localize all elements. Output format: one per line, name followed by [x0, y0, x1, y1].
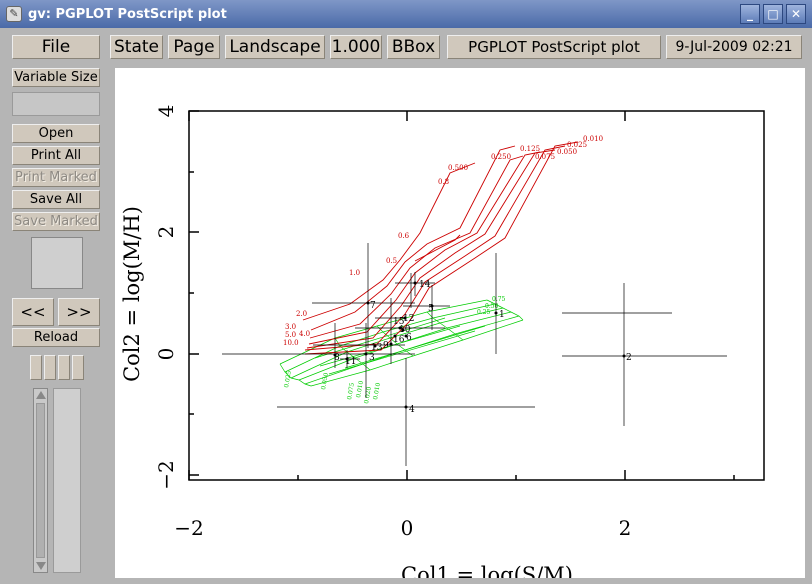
svg-text:0.6: 0.6: [398, 232, 410, 240]
print-all-button[interactable]: Print All: [12, 146, 100, 165]
y-tick-label-2: 2: [154, 226, 178, 239]
file-menu-button[interactable]: File: [12, 35, 100, 59]
page-list-area[interactable]: [53, 388, 81, 573]
svg-text:12: 12: [403, 314, 414, 324]
zoom-menu-button[interactable]: 1.000: [330, 35, 382, 59]
save-marked-button[interactable]: Save Marked: [12, 212, 100, 231]
svg-text:2: 2: [626, 353, 632, 363]
variable-size-button[interactable]: Variable Size: [12, 68, 100, 87]
svg-text:14: 14: [419, 280, 431, 290]
svg-text:2.0: 2.0: [296, 310, 307, 318]
scroll-up-arrow-icon[interactable]: [36, 391, 46, 399]
svg-text:0.050: 0.050: [557, 148, 577, 156]
svg-text:10: 10: [399, 325, 411, 335]
svg-text:0.075: 0.075: [535, 153, 555, 161]
svg-text:11: 11: [345, 357, 356, 367]
pgplot-scatter-plot: −2 0 2 −2 0 2 4 Col1 = log(S/M) Col2 = l…: [120, 105, 765, 584]
svg-text:0.010: 0.010: [583, 135, 603, 143]
plot-frame: [188, 110, 765, 481]
svg-text:13: 13: [371, 343, 383, 353]
svg-text:0.025: 0.025: [567, 141, 587, 149]
svg-text:4.0: 4.0: [299, 330, 310, 338]
point-labels: 1 2 3 4 5 6 7 8 9 10 11 12 13 14 15 16: [334, 280, 632, 415]
document-date-label: 9-Jul-2009 02:21: [666, 35, 802, 59]
data-points: [333, 281, 626, 409]
svg-text:1.0: 1.0: [349, 269, 360, 277]
svg-text:3.0: 3.0: [285, 323, 296, 331]
svg-text:5: 5: [428, 304, 434, 314]
title-bar: ✎ gv: PGPLOT PostScript plot _ □ ✕: [0, 0, 812, 28]
page-list-mark-columns[interactable]: [30, 355, 85, 380]
gv-app-icon[interactable]: ✎: [6, 6, 22, 22]
green-model-grid: [279, 299, 524, 387]
page-list-scrollbar[interactable]: [33, 388, 48, 573]
svg-text:10.0: 10.0: [283, 339, 299, 347]
svg-text:0.25: 0.25: [477, 309, 491, 316]
y-axis-label: Col2 = log(M/H): [120, 206, 144, 382]
svg-text:0.500: 0.500: [448, 164, 468, 172]
svg-text:0.010: 0.010: [372, 382, 382, 400]
scroll-thumb[interactable]: [36, 403, 45, 558]
document-title-label: PGPLOT PostScript plot: [447, 35, 661, 59]
x-tick-label-0: 0: [401, 516, 414, 540]
green-grid-labels: 0.75 0.50 0.25 0.025 0.050 0.075 0.010 0…: [283, 296, 505, 404]
y-tick-label-neg2: −2: [154, 460, 178, 489]
window-title: gv: PGPLOT PostScript plot: [28, 6, 227, 22]
svg-text:1: 1: [499, 310, 505, 320]
svg-text:0.010: 0.010: [355, 380, 365, 398]
y-tick-label-4: 4: [154, 105, 178, 118]
svg-text:7: 7: [370, 301, 376, 311]
x-axis-label: Col1 = log(S/M): [401, 563, 573, 578]
svg-text:6: 6: [406, 333, 412, 343]
svg-text:0.125: 0.125: [520, 145, 540, 153]
page-menu-button[interactable]: Page: [168, 35, 220, 59]
postscript-page-view[interactable]: −2 0 2 −2 0 2 4 Col1 = log(S/M) Col2 = l…: [115, 68, 805, 584]
svg-text:0.75: 0.75: [492, 296, 506, 303]
svg-text:4: 4: [409, 405, 415, 415]
svg-text:5.0: 5.0: [285, 331, 296, 339]
svg-text:9: 9: [383, 341, 389, 351]
scroll-down-arrow-icon[interactable]: [36, 562, 46, 570]
open-button[interactable]: Open: [12, 124, 100, 143]
x-axis-ticks: [188, 111, 735, 480]
svg-text:0.020: 0.020: [363, 386, 373, 404]
svg-text:0.025: 0.025: [283, 370, 293, 388]
x-tick-label-2: 2: [619, 516, 632, 540]
close-button[interactable]: ✕: [786, 4, 806, 24]
red-track-labels: 0.010 0.025 0.050 0.075 0.125 0.250 0.50…: [283, 135, 603, 347]
svg-text:16: 16: [393, 335, 405, 345]
state-menu-button[interactable]: State: [110, 35, 163, 59]
reload-button[interactable]: Reload: [12, 328, 100, 347]
x-tick-label-neg2: −2: [174, 516, 203, 540]
print-marked-button[interactable]: Print Marked: [12, 168, 100, 187]
svg-text:3: 3: [369, 353, 375, 363]
svg-text:8: 8: [334, 353, 340, 363]
bbox-menu-button[interactable]: BBox: [387, 35, 440, 59]
page-info-field: [12, 92, 100, 116]
svg-text:0.250: 0.250: [491, 153, 511, 161]
page-preview-panner[interactable]: [31, 237, 83, 289]
svg-text:15: 15: [393, 317, 405, 327]
maximize-button[interactable]: □: [763, 4, 783, 24]
red-model-tracks: [302, 141, 579, 355]
error-bars: [222, 243, 727, 466]
y-tick-label-0: 0: [154, 348, 178, 361]
save-all-button[interactable]: Save All: [12, 190, 100, 209]
svg-text:0.50: 0.50: [485, 303, 499, 310]
minimize-button[interactable]: _: [740, 4, 760, 24]
next-page-button[interactable]: >>: [58, 298, 100, 326]
previous-page-button[interactable]: <<: [12, 298, 54, 326]
svg-text:0.050: 0.050: [320, 372, 330, 390]
svg-text:0.075: 0.075: [346, 382, 356, 400]
svg-text:0.5: 0.5: [386, 257, 397, 265]
orientation-menu-button[interactable]: Landscape: [225, 35, 325, 59]
svg-text:0.8: 0.8: [438, 178, 449, 186]
gv-main-window: File State Page Landscape 1.000 BBox PGP…: [0, 28, 812, 584]
y-axis-ticks: [189, 110, 199, 476]
